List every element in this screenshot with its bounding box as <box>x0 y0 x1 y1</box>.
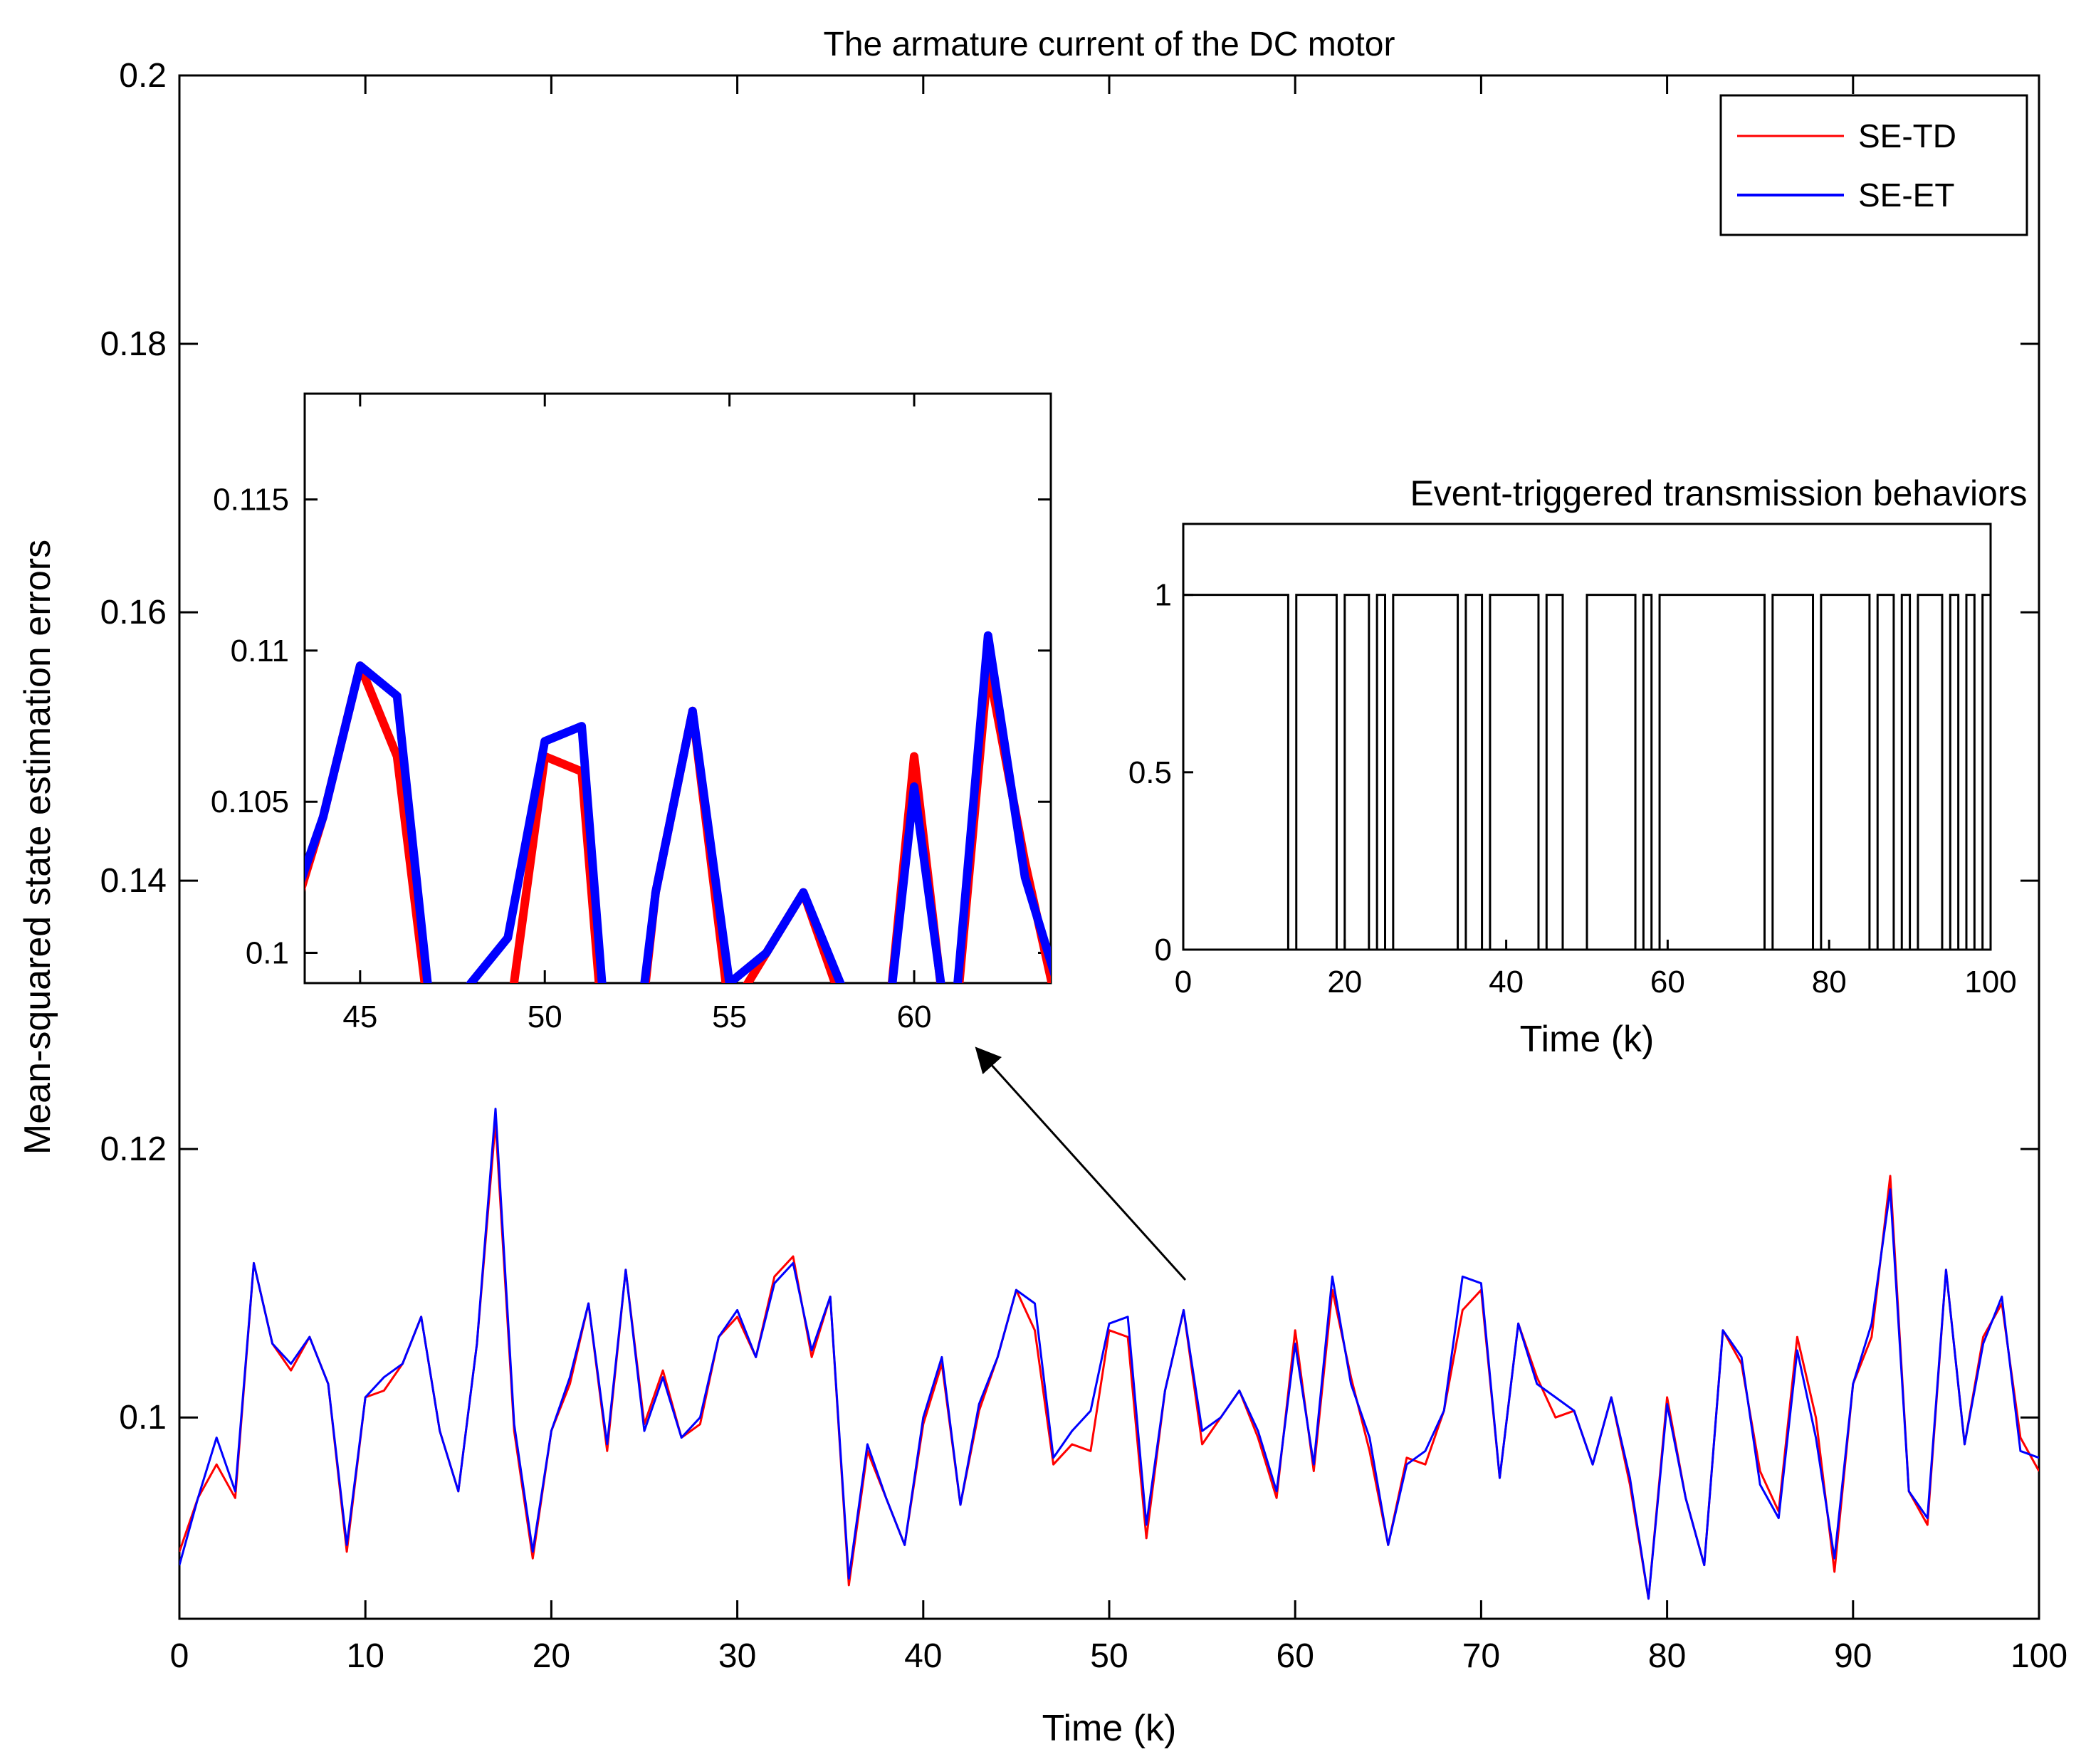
event-step-line <box>1183 594 1991 951</box>
event-x-tick-label: 20 <box>1327 965 1362 999</box>
main-y-tick-label: 0.2 <box>119 57 167 95</box>
main-x-axis-label: Time (k) <box>1042 1708 1177 1749</box>
legend-label-se-et: SE-ET <box>1858 177 1954 214</box>
event-x-tick-label: 40 <box>1489 965 1524 999</box>
event-y-tick-label: 0.5 <box>1128 755 1172 790</box>
main-x-tick-label: 100 <box>2011 1637 2067 1675</box>
event-y-ticks: 00.51 <box>1128 578 1193 967</box>
zoom-arrow <box>975 1046 1187 1281</box>
event-title: Event-triggered transmission behaviors <box>1410 473 2027 513</box>
event-inset: Event-triggered transmission behaviors 0… <box>1128 473 2028 1060</box>
event-x-tick-label: 100 <box>1964 965 2016 999</box>
main-title: The armature current of the DC motor <box>824 26 1395 63</box>
zoom-x-tick-label: 60 <box>897 999 932 1034</box>
main-x-tick-label: 20 <box>533 1637 570 1675</box>
zoom-x-tick-label: 45 <box>342 999 377 1034</box>
event-x-ticks: 0 20 40 60 80 100 <box>1175 940 2017 999</box>
main-x-tick-label: 90 <box>1834 1637 1872 1675</box>
main-x-tick-label: 40 <box>904 1637 942 1675</box>
zoom-series-line-se-et <box>305 631 1051 983</box>
zoom-y-tick-label: 0.1 <box>246 936 289 971</box>
legend: SE-TD SE-ET <box>1719 94 2028 236</box>
main-series-line-se-et <box>179 1108 2039 1600</box>
zoom-y-ticks: 0.1 0.105 0.11 0.115 <box>211 483 1051 971</box>
zoom-y-tick-label: 0.105 <box>211 784 289 819</box>
zoom-x-tick-label: 55 <box>712 999 747 1034</box>
event-x-tick-label: 0 <box>1175 965 1192 999</box>
legend-label-se-td: SE-TD <box>1858 117 1956 154</box>
main-y-tick-label: 0.18 <box>100 325 167 363</box>
main-x-tick-label: 50 <box>1090 1637 1128 1675</box>
main-x-tick-label: 80 <box>1648 1637 1686 1675</box>
main-series-group <box>179 1108 2039 1600</box>
main-y-tick-label: 0.14 <box>100 862 167 900</box>
main-y-tick-label: 0.12 <box>100 1130 167 1168</box>
event-x-tick-label: 60 <box>1650 965 1685 999</box>
zoom-x-tick-label: 50 <box>528 999 562 1034</box>
zoom-x-ticks: 45 50 55 60 <box>342 394 932 1034</box>
event-x-tick-label: 80 <box>1812 965 1847 999</box>
zoom-y-tick-label: 0.11 <box>231 634 289 668</box>
event-y-tick-label: 0 <box>1155 933 1172 967</box>
main-y-ticks: 0.1 0.12 0.14 0.16 0.18 0.2 <box>100 57 2039 1437</box>
event-x-axis-label: Time (k) <box>1520 1019 1655 1060</box>
main-y-axis-label: Mean-squared state estimation errors <box>17 540 58 1155</box>
main-y-tick-label: 0.1 <box>119 1399 167 1437</box>
main-y-tick-label: 0.16 <box>100 594 167 631</box>
main-x-tick-label: 10 <box>347 1637 384 1675</box>
legend-box <box>1719 94 2028 236</box>
zoom-inset: 45 50 55 60 0.1 0.105 0.11 0.115 <box>211 392 1052 1034</box>
main-x-tick-label: 60 <box>1277 1637 1314 1675</box>
main-x-tick-label: 0 <box>170 1637 189 1675</box>
main-x-tick-label: 70 <box>1462 1637 1500 1675</box>
main-x-ticks: 0 10 20 30 40 50 60 70 80 90 100 <box>170 75 2067 1675</box>
event-y-tick-label: 1 <box>1155 578 1172 613</box>
zoom-y-tick-label: 0.115 <box>213 483 289 518</box>
zoom-series-group <box>305 631 1051 983</box>
main-x-tick-label: 30 <box>718 1637 756 1675</box>
